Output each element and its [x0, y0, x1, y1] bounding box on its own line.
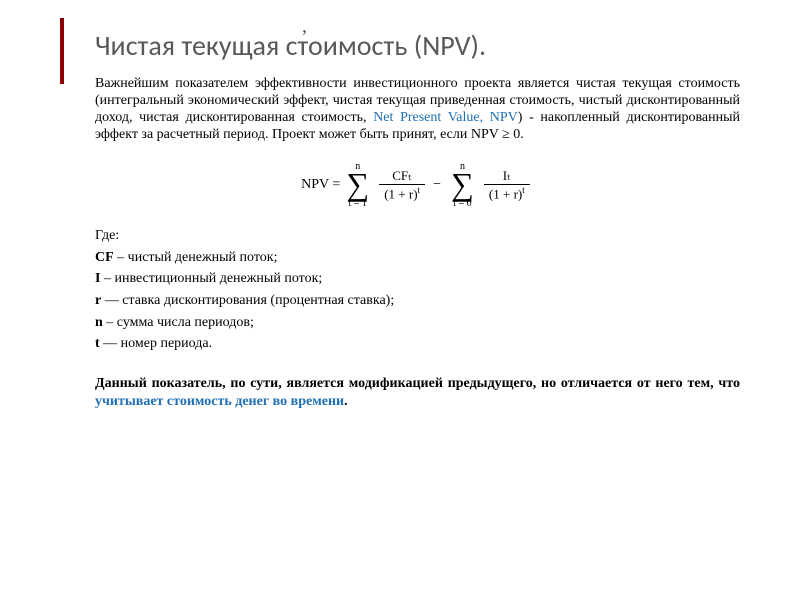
where-item-cf: CF – чистый денежный поток;: [95, 247, 740, 269]
where-item-i: I – инвестиционный денежный поток;: [95, 268, 740, 290]
where-item-t: t — номер периода.: [95, 333, 740, 355]
frac2-num: Iₜ: [499, 168, 515, 184]
where-text-r: — ставка дисконтирования (процентная ста…: [101, 293, 394, 308]
where-item-n: n – сумма числа периодов;: [95, 312, 740, 334]
final-text-2: .: [344, 394, 348, 409]
where-text-cf: – чистый денежный поток;: [114, 250, 278, 265]
frac1-denom: (1 + r)t: [380, 185, 424, 203]
frac2-denom-exp: t: [522, 185, 525, 195]
frac1-denom-base: (1 + r): [384, 186, 417, 201]
final-highlight: учитывает стоимость денег во времени: [95, 394, 344, 409]
sum2-sign: ∑: [451, 172, 474, 198]
npv-link-text: Net Present Value, NPV: [373, 110, 518, 125]
sum1-lower: t = 1: [349, 198, 367, 209]
frac2-denom-base: (1 + r): [489, 186, 522, 201]
intro-paragraph: Важнейшим показателем эффективности инве…: [95, 76, 740, 143]
final-paragraph: Данный показатель, по сути, является мод…: [95, 375, 740, 410]
sum-1: n ∑ t = 1: [346, 161, 369, 209]
formula-minus: −: [433, 177, 441, 193]
fraction-1: CFₜ (1 + r)t: [379, 168, 425, 203]
where-text-i: – инвестиционный денежный поток;: [100, 271, 322, 286]
frac1-num: CFₜ: [388, 168, 416, 184]
where-heading: Где:: [95, 225, 740, 247]
formula-block: NPV = n ∑ t = 1 CFₜ (1 + r)t − n ∑ t = 0…: [95, 161, 740, 209]
where-text-n: – сумма числа периодов;: [103, 315, 254, 330]
sum2-lower: t = 0: [453, 198, 471, 209]
where-section: Где: CF – чистый денежный поток; I – инв…: [95, 225, 740, 355]
where-text-t: — номер периода.: [103, 336, 212, 351]
sum-2: n ∑ t = 0: [451, 161, 474, 209]
sum1-sign: ∑: [346, 172, 369, 198]
final-text-1: Данный показатель, по сути, является мод…: [95, 376, 740, 391]
where-label-cf: CF: [95, 250, 114, 265]
where-label-n: n: [95, 315, 103, 330]
where-item-r: r — ставка дисконтирования (процентная с…: [95, 290, 740, 312]
page-title: Чистая текущая стоимость (NPV).: [95, 30, 740, 62]
where-label-t: t: [95, 336, 103, 351]
frac2-denom: (1 + r)t: [485, 185, 529, 203]
frac1-denom-exp: t: [418, 185, 421, 195]
fraction-2: Iₜ (1 + r)t: [484, 168, 530, 203]
formula-lhs: NPV =: [301, 177, 340, 193]
accent-bar: [60, 18, 64, 84]
